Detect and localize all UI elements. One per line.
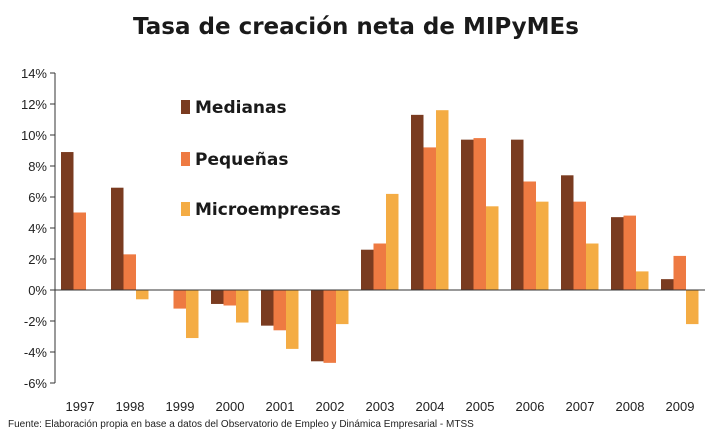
bar-pequeñas-2003 [373, 243, 386, 290]
y-tick-label: 14% [21, 66, 47, 81]
bar-medianas-2003 [361, 249, 374, 290]
bar-medianas-2008 [611, 217, 624, 290]
bar-pequeñas-2004 [423, 147, 436, 290]
bar-microempresas-2007 [586, 243, 599, 290]
bar-microempresas-2005 [486, 206, 499, 290]
bar-microempresas-2008 [636, 271, 649, 290]
bar-microempresas-2000 [236, 290, 249, 323]
bar-pequeñas-2002 [323, 290, 336, 363]
chart-title: Tasa de creación neta de MIPyMEs [133, 14, 579, 40]
bar-microempresas-2009 [686, 290, 699, 325]
y-tick-label: 10% [21, 128, 47, 143]
bar-pequeñas-2005 [473, 138, 486, 290]
bar-medianas-2001 [261, 290, 274, 326]
bar-pequeñas-2001 [273, 290, 286, 331]
bar-pequeñas-2006 [523, 181, 536, 290]
y-tick-label: -6% [24, 376, 48, 391]
legend-label-microempresas: Microempresas [195, 200, 341, 220]
bar-pequeñas-2000 [223, 290, 236, 306]
y-tick-label: 4% [28, 221, 47, 236]
bar-microempresas-1998 [136, 290, 149, 300]
bars [61, 110, 699, 363]
x-tick-label: 2004 [416, 399, 445, 414]
x-tick-label: 2009 [666, 399, 695, 414]
x-tick-label: 2002 [316, 399, 345, 414]
bar-medianas-2007 [561, 175, 574, 290]
y-tick-label: 6% [28, 190, 47, 205]
bar-pequeñas-1998 [123, 254, 136, 290]
bar-medianas-1998 [111, 187, 124, 290]
x-tick-label: 1998 [116, 399, 145, 414]
x-tick-label: 1999 [166, 399, 195, 414]
x-tick-label: 2007 [566, 399, 595, 414]
x-tick-label: 2005 [466, 399, 495, 414]
y-tick-label: -4% [24, 345, 48, 360]
bar-microempresas-2003 [386, 193, 399, 290]
legend-swatch-microempresas [181, 202, 190, 216]
bar-microempresas-2006 [536, 201, 549, 290]
bar-pequeñas-1997 [73, 212, 86, 290]
legend-swatch-medianas [181, 100, 190, 114]
bar-medianas-2000 [211, 290, 224, 304]
legend-swatch-pequeñas [181, 152, 190, 166]
x-tick-label: 2008 [616, 399, 645, 414]
legend: Medianas Pequeñas Microempresas [181, 98, 341, 220]
bar-pequeñas-1999 [173, 290, 186, 309]
y-tick-label: 0% [28, 283, 47, 298]
source-note: Fuente: Elaboración propia en base a dat… [8, 419, 474, 430]
bar-pequeñas-2008 [623, 215, 636, 290]
x-tick-label: 2000 [216, 399, 245, 414]
x-tick-label: 2006 [516, 399, 545, 414]
y-tick-label: 8% [28, 159, 47, 174]
legend-label-pequeñas: Pequeñas [195, 150, 288, 170]
bar-microempresas-2001 [286, 290, 299, 349]
y-axis: -6% -4% -2% 0% 2% 4% 6% 8% 10% 12% 14% [21, 66, 56, 391]
y-tick-label: -2% [24, 314, 48, 329]
bar-pequeñas-2007 [573, 201, 586, 290]
bar-medianas-2004 [411, 114, 424, 290]
bar-medianas-2009 [661, 279, 674, 290]
y-tick-label: 2% [28, 252, 47, 267]
x-tick-label: 2001 [266, 399, 295, 414]
bar-microempresas-2004 [436, 110, 449, 290]
bar-microempresas-2002 [336, 290, 349, 325]
bar-medianas-2005 [461, 139, 474, 290]
bar-medianas-2006 [511, 139, 524, 290]
bar-medianas-1997 [61, 152, 74, 290]
x-tick-label: 2003 [366, 399, 395, 414]
x-axis: 1997 1998 1999 2000 2001 2002 2003 2004 2005 2006… [55, 289, 705, 414]
bar-medianas-2002 [311, 290, 324, 362]
x-tick-label: 1997 [66, 399, 95, 414]
bar-pequeñas-2009 [673, 255, 686, 290]
y-tick-label: 12% [21, 97, 47, 112]
legend-label-medianas: Medianas [195, 98, 287, 118]
bar-microempresas-1999 [186, 290, 199, 339]
